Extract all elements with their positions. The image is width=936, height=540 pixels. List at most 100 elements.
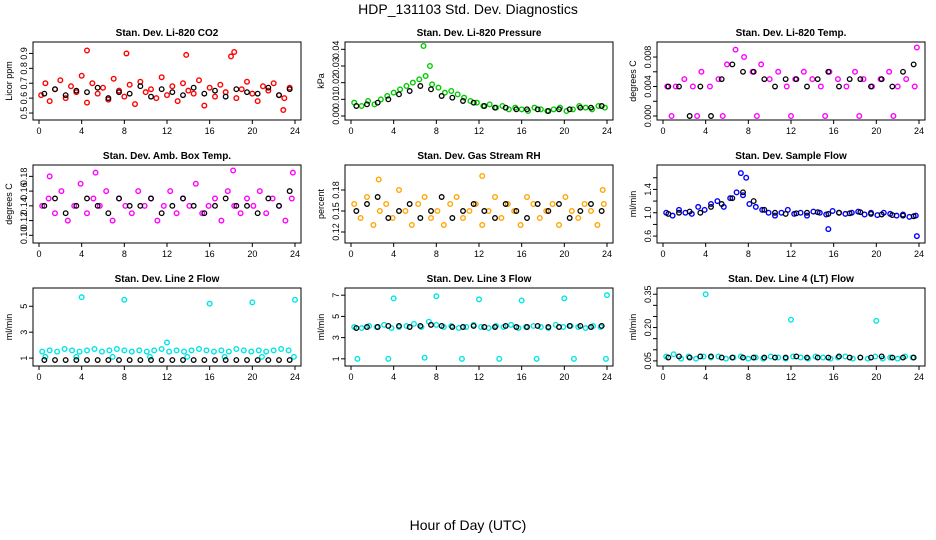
data-point (685, 353, 692, 360)
data-point (582, 104, 589, 111)
data-point (508, 321, 515, 328)
hourly-point (793, 76, 800, 83)
x-tick-label: 24 (290, 249, 300, 259)
data-point (390, 89, 397, 96)
data-point (536, 214, 543, 221)
x-tick-label: 12 (162, 126, 172, 136)
data-point (110, 75, 117, 82)
hourly-point (406, 324, 413, 330)
data-point (78, 72, 85, 79)
data-point (265, 87, 272, 94)
data-point (83, 347, 90, 354)
data-point (263, 348, 270, 355)
outlier-point (78, 294, 85, 301)
hourly-point (41, 90, 48, 97)
data-point (533, 355, 540, 362)
y-tick-label: 0.5 (19, 107, 29, 120)
data-point (753, 112, 760, 119)
x-tick-label: 8 (746, 372, 751, 382)
hourly-point (374, 99, 381, 106)
data-point (556, 221, 563, 228)
data-point (184, 353, 191, 360)
hourly-point (126, 357, 133, 364)
panel-title: Stan. Dev. Line 3 Flow (427, 274, 532, 285)
data-point (496, 355, 503, 362)
y-axis-label: ml/min (4, 314, 14, 341)
hourly-point (438, 322, 445, 329)
data-point (233, 346, 240, 353)
hourly-point (534, 201, 541, 207)
data-point (416, 76, 423, 83)
outlier-point (561, 295, 568, 302)
hourly-point (180, 357, 186, 364)
outlier-point (604, 292, 611, 299)
hourly-point (676, 353, 682, 360)
x-tick-label: 0 (660, 372, 665, 382)
hourly-point (868, 210, 874, 217)
y-axis-label: degrees C (628, 60, 638, 102)
outlier-point (280, 107, 287, 114)
hourly-point (460, 208, 466, 214)
hourly-point (254, 210, 261, 217)
y-tick-label: 0.03 (331, 57, 341, 75)
outlier-point (183, 51, 190, 58)
data-point (518, 106, 525, 113)
data-point (569, 106, 576, 113)
hourly-point (804, 354, 810, 361)
data-point (856, 112, 863, 119)
y-tick-label: 5 (19, 304, 29, 309)
hourly-point (900, 354, 906, 361)
data-point (113, 346, 120, 353)
hourly-point (588, 201, 594, 207)
outlier-point (292, 296, 299, 303)
data-point (453, 193, 460, 200)
hourly-point (910, 61, 917, 68)
data-point (383, 200, 390, 207)
data-point (670, 351, 677, 358)
x-tick-label: 4 (703, 249, 708, 259)
data-point (582, 325, 589, 332)
hourly-point (449, 94, 456, 101)
hourly-point (385, 215, 392, 221)
data-point (91, 346, 98, 353)
data-point (256, 188, 263, 195)
hourly-point (364, 101, 370, 108)
data-point (126, 81, 133, 88)
data-point (695, 203, 702, 210)
x-tick-label: 4 (79, 372, 84, 382)
hourly-point (233, 202, 240, 209)
data-point (357, 214, 364, 221)
x-tick-label: 20 (247, 372, 257, 382)
data-point (498, 214, 505, 221)
hourly-point (782, 210, 789, 217)
hourly-point (889, 212, 896, 219)
x-tick-label: 16 (205, 249, 215, 259)
data-point (173, 347, 180, 354)
hourly-point (772, 209, 778, 216)
hourly-point (718, 76, 725, 83)
data-point (128, 348, 135, 355)
plot-frame (656, 41, 926, 121)
hourly-point (406, 201, 413, 207)
data-point (822, 112, 829, 119)
hourly-point (598, 103, 605, 109)
outlier-point (289, 169, 296, 176)
data-point (511, 207, 518, 214)
x-tick-label: 0 (36, 249, 41, 259)
hourly-point (438, 93, 445, 99)
hourly-point (276, 92, 282, 99)
x-tick-label: 12 (474, 249, 484, 259)
y-tick-label: 0.15 (331, 202, 341, 220)
outlier-point (249, 299, 256, 306)
data-point (258, 353, 265, 360)
hourly-point (460, 324, 466, 330)
hourly-point (84, 89, 90, 96)
hourly-point (105, 357, 112, 364)
hourly-point (116, 89, 122, 96)
data-point (570, 355, 577, 362)
y-axis-label: Licor ppm (4, 61, 14, 101)
hourly-point (708, 203, 714, 210)
data-point (384, 92, 391, 99)
data-point (752, 203, 759, 210)
hourly-point (750, 68, 757, 75)
